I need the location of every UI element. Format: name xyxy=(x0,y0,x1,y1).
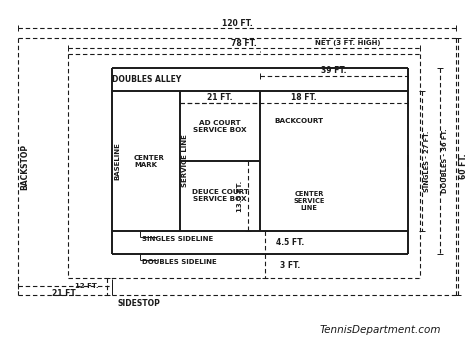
Text: BASELINE: BASELINE xyxy=(114,142,120,180)
Text: 21 FT.: 21 FT. xyxy=(52,288,78,297)
Text: 60 FT.: 60 FT. xyxy=(459,154,468,179)
Text: CENTER
MARK: CENTER MARK xyxy=(134,155,165,168)
Text: DEUCE COURT
SERVICE BOX: DEUCE COURT SERVICE BOX xyxy=(191,189,248,203)
Text: 4.5 FT.: 4.5 FT. xyxy=(276,238,304,247)
Text: NET (3 FT. HIGH): NET (3 FT. HIGH) xyxy=(315,40,381,46)
Text: 18 FT.: 18 FT. xyxy=(292,93,317,102)
Text: AD COURT
SERVICE BOX: AD COURT SERVICE BOX xyxy=(193,120,247,132)
Text: BACKCOURT: BACKCOURT xyxy=(274,118,324,124)
Text: 3 FT.: 3 FT. xyxy=(280,262,300,270)
Text: SIDESTOP: SIDESTOP xyxy=(117,299,160,308)
Text: 13.5 FT.: 13.5 FT. xyxy=(237,180,243,211)
Text: 12 FT.: 12 FT. xyxy=(75,284,99,289)
Text: 21 FT.: 21 FT. xyxy=(208,93,233,102)
Text: SINGLES - 27 FT.: SINGLES - 27 FT. xyxy=(424,130,430,192)
Text: DOUBLES - 36 FT.: DOUBLES - 36 FT. xyxy=(442,129,448,193)
Text: 39 FT.: 39 FT. xyxy=(321,66,347,75)
Text: TennisDepartment.com: TennisDepartment.com xyxy=(319,325,441,335)
Text: CENTER
SERVICE
LINE: CENTER SERVICE LINE xyxy=(293,191,325,211)
Text: DOUBLES ALLEY: DOUBLES ALLEY xyxy=(111,75,181,84)
Text: BACKSTOP: BACKSTOP xyxy=(20,144,29,189)
Text: SINGLES SIDELINE: SINGLES SIDELINE xyxy=(142,236,213,242)
Text: 78 FT.: 78 FT. xyxy=(231,39,257,48)
Text: 120 FT.: 120 FT. xyxy=(222,19,252,28)
Text: DOUBLES SIDELINE: DOUBLES SIDELINE xyxy=(142,259,217,265)
Text: SERVICE LINE: SERVICE LINE xyxy=(182,135,188,187)
